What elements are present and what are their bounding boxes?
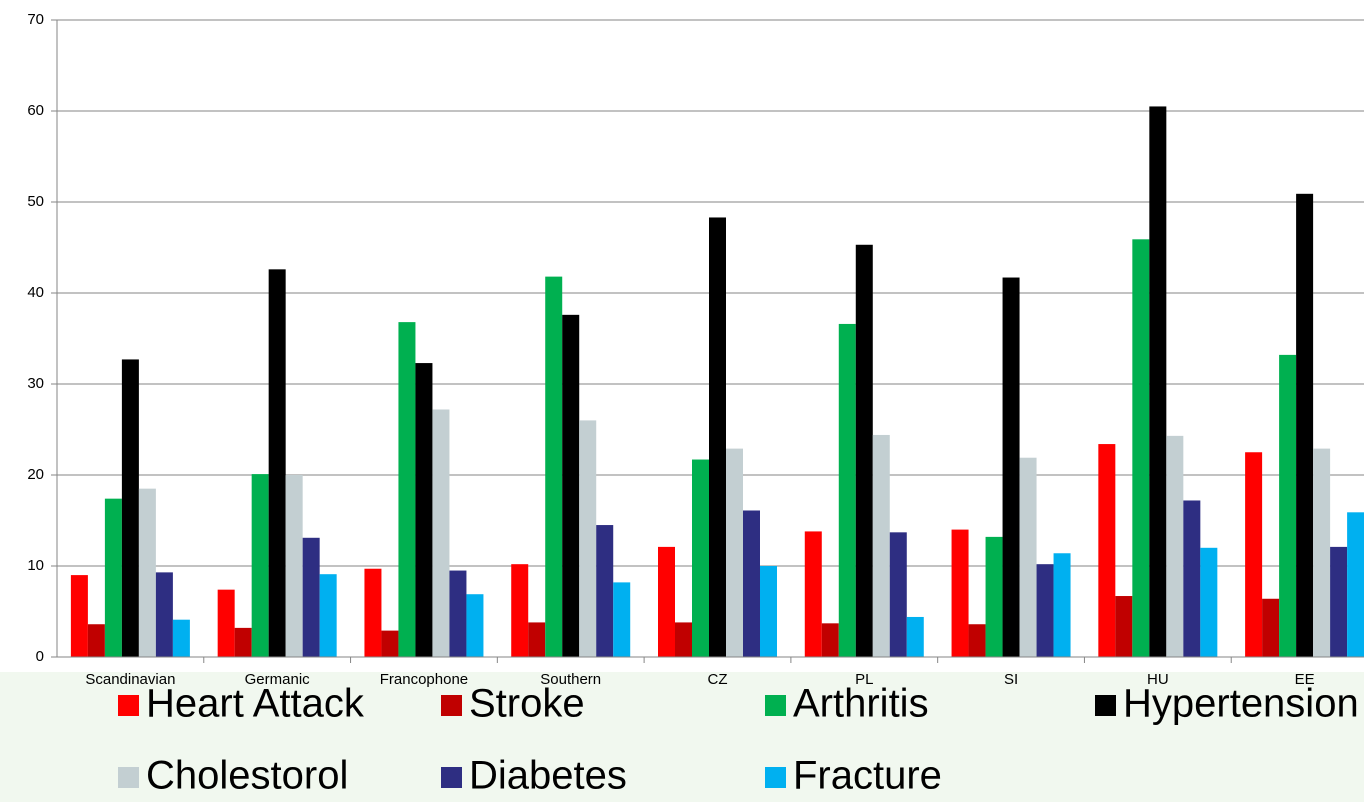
bar — [804, 531, 822, 657]
x-tick-label: EE — [1295, 671, 1315, 688]
legend-swatch — [118, 767, 139, 788]
bar — [121, 359, 139, 657]
legend-label: Hypertension — [1123, 682, 1359, 726]
bar — [692, 459, 709, 657]
bar — [906, 616, 924, 657]
x-tick-label: SI — [1004, 671, 1018, 688]
bar — [889, 532, 907, 657]
bar — [821, 623, 839, 657]
y-tick-label: 60 — [27, 102, 44, 119]
bar — [234, 627, 252, 657]
legend-label: Fracture — [793, 754, 942, 798]
y-tick-label: 40 — [27, 284, 44, 301]
legend-swatch — [118, 695, 139, 716]
x-tick-label: Francophone — [380, 671, 468, 688]
bar — [268, 269, 286, 657]
y-tick-label: 50 — [27, 193, 44, 210]
y-tick-label: 10 — [27, 557, 44, 574]
bar — [1019, 457, 1037, 657]
bar — [70, 575, 88, 657]
bar — [432, 409, 450, 657]
bar — [951, 529, 969, 657]
bar — [1347, 512, 1364, 657]
legend-label: Diabetes — [469, 754, 627, 798]
legend-swatch — [441, 767, 462, 788]
bar — [87, 624, 105, 657]
y-tick-label: 20 — [27, 466, 44, 483]
bar — [545, 276, 563, 657]
bar — [1313, 448, 1331, 657]
bar — [743, 510, 760, 657]
bar — [1279, 354, 1297, 657]
bar — [1183, 500, 1201, 657]
x-tick-label: PL — [855, 671, 873, 688]
bar — [1166, 435, 1184, 657]
y-tick-label: 70 — [27, 11, 44, 28]
y-tick-label: 30 — [27, 375, 44, 392]
bar — [1002, 277, 1020, 657]
bar — [104, 498, 122, 657]
bar — [596, 525, 614, 657]
x-tick-label: Scandinavian — [85, 671, 175, 688]
bar — [872, 434, 890, 657]
bar — [855, 244, 873, 657]
legend-swatch — [1095, 695, 1116, 716]
legend-label: Heart Attack — [146, 682, 365, 726]
x-tick-label: Germanic — [245, 671, 311, 688]
bar — [985, 536, 1003, 657]
bar — [1132, 239, 1150, 657]
bar — [251, 474, 269, 657]
bar — [319, 574, 337, 657]
bar — [1149, 106, 1167, 657]
bar — [217, 589, 235, 657]
bar — [398, 322, 416, 657]
x-tick-label: HU — [1147, 671, 1169, 688]
bar — [613, 582, 631, 657]
bar — [381, 630, 399, 657]
bar — [1115, 596, 1133, 657]
bar — [675, 622, 692, 657]
bar — [364, 568, 382, 657]
bar — [579, 420, 597, 657]
x-tick-label: Southern — [540, 671, 601, 688]
legend-label: Cholestorol — [146, 754, 348, 798]
bar — [1262, 598, 1280, 657]
bar — [1245, 452, 1263, 657]
bar — [511, 564, 529, 657]
legend-swatch — [765, 695, 786, 716]
bar — [1330, 546, 1348, 657]
legend-background — [0, 672, 1364, 802]
bar — [138, 488, 156, 657]
bar — [1200, 547, 1218, 657]
legend-label: Stroke — [469, 682, 585, 726]
bar — [155, 572, 173, 657]
bar — [1053, 553, 1071, 657]
bar — [658, 546, 675, 657]
bar — [968, 624, 986, 657]
bar — [449, 570, 467, 657]
bar — [760, 566, 777, 657]
bar — [1296, 193, 1314, 657]
bar — [562, 314, 580, 657]
bar — [172, 619, 190, 657]
bar — [302, 537, 320, 657]
y-tick-label: 0 — [36, 648, 44, 665]
legend-swatch — [441, 695, 462, 716]
bar — [838, 323, 856, 657]
bar — [466, 594, 484, 657]
bar — [1098, 444, 1116, 657]
bar — [709, 217, 726, 657]
x-tick-label: CZ — [708, 671, 728, 688]
bar — [528, 622, 546, 657]
legend-label: Arthritis — [793, 682, 929, 726]
bar — [1036, 564, 1054, 657]
bar — [285, 475, 303, 657]
bar — [726, 448, 743, 657]
bar — [415, 363, 433, 657]
legend-swatch — [765, 767, 786, 788]
